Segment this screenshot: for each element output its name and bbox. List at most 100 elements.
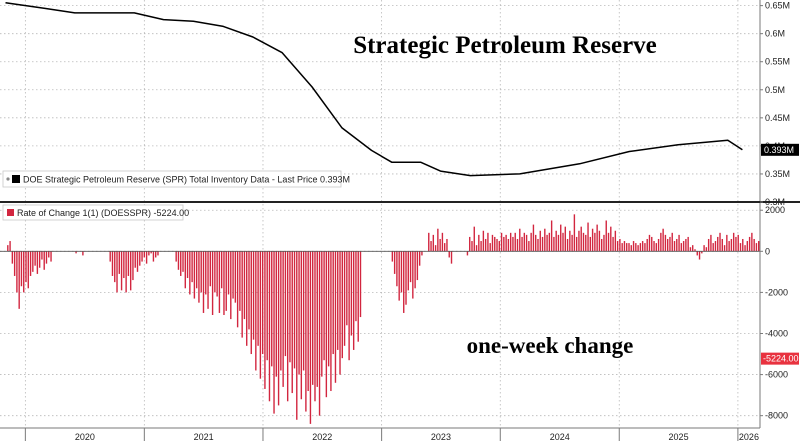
year-gridlines [24,0,739,428]
weekly-change-bar [252,251,255,340]
weekly-change-bar [120,251,123,291]
top-legend: DOE Strategic Petroleum Reserve (SPR) To… [2,170,350,188]
weekly-change-bar [116,251,118,293]
weekly-change-bar [673,241,676,252]
weekly-change-bar [598,230,601,252]
weekly-change-bar [393,251,396,274]
bottom-y-tick-label: -4000 [765,328,788,338]
weekly-change-bar [150,251,152,254]
weekly-change-bar [75,251,77,254]
weekly-change-bar [82,251,84,256]
weekly-change-bar [755,243,758,252]
weekly-change-bar [220,251,223,289]
weekly-change-bar [646,238,648,252]
weekly-change-bar [723,245,726,252]
weekly-change-bar [127,251,130,276]
x-tick-label: 2024 [550,432,570,441]
weekly-change-bar [564,226,566,252]
weekly-change-bar [111,251,114,276]
weekly-change-bar [277,251,280,406]
weekly-change-bar [141,251,143,262]
weekly-change-bar [507,238,510,252]
weekly-change-bar [557,234,560,252]
weekly-change-bar [714,241,717,252]
weekly-change-bar [539,230,541,252]
weekly-change-bar [639,243,642,252]
weekly-change-bar [555,230,557,252]
bottom-legend-label: Rate of Change 1(1) (DOESSPR) -5224.00 [17,208,189,218]
weekly-change-bar [246,251,248,346]
weekly-change-bar [730,238,733,252]
weekly-change-bar [16,251,18,293]
weekly-change-bar [475,245,478,252]
weekly-change-bar [519,228,521,252]
weekly-change-bar [514,232,516,252]
weekly-change-bar [34,251,36,266]
weekly-change-bar [332,251,334,355]
weekly-change-bar [189,251,191,295]
weekly-change-bar [405,251,407,305]
weekly-change-bar [236,251,239,328]
x-tick-label: 2020 [75,432,95,441]
weekly-change-bar [352,251,355,350]
weekly-change-bar [621,243,623,252]
weekly-change-bar [698,251,701,260]
bottom-last-price-tag: -5224.00 [761,352,799,365]
weekly-change-bar [268,251,271,402]
weekly-change-bar [346,251,348,326]
weekly-change-bar [348,251,350,361]
weekly-change-bar [637,245,639,252]
weekly-change-bar [123,251,125,279]
weekly-change-bar [498,241,500,252]
weekly-change-bar [218,251,221,313]
weekly-change-bar [443,243,446,252]
weekly-change-bar [726,234,728,252]
weekly-change-bar [50,251,52,262]
weekly-change-bar [680,243,683,252]
weekly-change-bar [428,232,430,252]
bottom-legend-swatch [7,209,14,216]
weekly-change-bar [682,241,685,252]
weekly-change-bar [118,251,120,274]
weekly-change-bar [744,245,746,252]
weekly-change-bar [205,251,207,295]
weekly-change-bar [450,251,453,264]
top-legend-box [2,170,342,188]
weekly-change-bar [689,247,692,252]
weekly-change-bar [184,251,186,289]
weekly-change-bar [505,234,507,252]
weekly-change-bar [202,251,205,313]
weekly-change-bar [286,251,289,402]
weekly-change-bar [480,241,482,252]
weekly-change-bar [227,251,230,295]
weekly-change-bar [496,238,498,252]
weekly-change-bar [630,245,632,252]
weekly-change-bar [191,251,193,283]
weekly-change-bar [398,251,400,301]
weekly-change-bar [466,251,469,256]
top-legend-swatch [12,175,20,183]
weekly-change-bar [129,251,132,291]
weekly-change-bar [528,241,530,252]
weekly-change-bar [109,251,111,262]
x-tick-label: 2022 [312,432,332,441]
weekly-change-bar [330,251,332,392]
weekly-change-bar [305,251,307,412]
weekly-change-bar [148,251,150,256]
weekly-change-bar [569,230,571,252]
weekly-change-bar [357,251,359,342]
weekly-change-bar [516,238,519,252]
weekly-change-bar [703,245,705,252]
weekly-change-bar [432,234,435,252]
weekly-change-bar [307,251,309,392]
weekly-change-bar [414,251,416,289]
weekly-change-bar [655,243,657,252]
weekly-change-bar [471,241,473,252]
chart-title: Strategic Petroleum Reserve [353,32,657,59]
weekly-change-bar [211,251,214,315]
weekly-change-bar [644,243,646,252]
x-tick-label: 2026 [739,432,759,441]
weekly-change-bar [619,238,621,252]
top-last-price-label: 0.393M [764,145,794,155]
